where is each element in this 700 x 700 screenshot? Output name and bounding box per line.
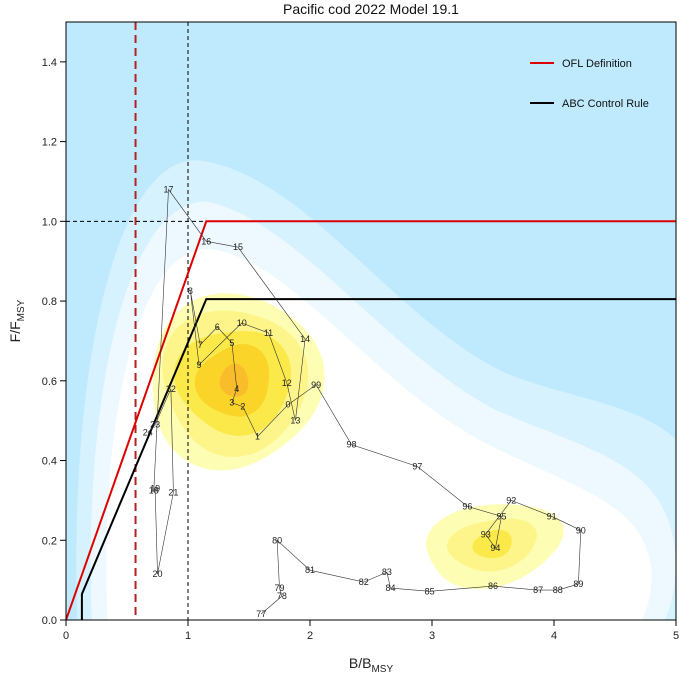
trajectory-point-88: 88 [553, 585, 563, 595]
trajectory-point-1: 1 [255, 432, 260, 442]
x-tick-label-0: 0 [63, 630, 69, 642]
x-axis-title: B/BMSY [349, 655, 394, 675]
trajectory-point-17: 17 [163, 184, 173, 194]
trajectory-point-90: 90 [576, 525, 586, 535]
trajectory-point-12: 12 [282, 378, 292, 388]
trajectory-point-94: 94 [490, 543, 500, 553]
trajectory-point-20: 20 [152, 569, 162, 579]
trajectory-point-21: 21 [168, 487, 178, 497]
axes: 0 1 2 3 4 50.00.20.40.60.81.01.21.4 [42, 57, 679, 642]
density-mode-1-level-5 [219, 363, 249, 397]
trajectory-line [147, 188, 582, 615]
trajectory-point-18: 18 [149, 485, 159, 495]
trajectory-point-83: 83 [382, 567, 392, 577]
x-tick-label-3: 3 [429, 630, 435, 642]
trajectory-point-77: 77 [256, 609, 266, 619]
trajectory-point-23: 23 [150, 420, 160, 430]
y-tick-label-0.6: 0.6 [42, 376, 57, 388]
x-tick-label-5: 5 [673, 630, 679, 642]
y-axis-title-sub: MSY [16, 299, 27, 321]
legend: OFL Definition ABC Control Rule [530, 58, 649, 110]
x-axis-title-sub: MSY [371, 664, 393, 675]
trajectory-point-96: 96 [462, 501, 472, 511]
plot-frame [65, 21, 677, 621]
trajectory-point-84: 84 [385, 583, 395, 593]
trajectory-point-95: 95 [496, 511, 506, 521]
density-contours [66, 22, 676, 620]
trajectory-point-91: 91 [547, 511, 557, 521]
x-tick-label-4: 4 [551, 630, 557, 642]
x-tick-label-2: 2 [307, 630, 313, 642]
legend-abc-label: ABC Control Rule [562, 98, 649, 110]
trajectory-point-0: 0 [285, 400, 290, 410]
trajectory-point-82: 82 [359, 577, 369, 587]
y-tick-label-0: 0.0 [42, 615, 57, 627]
trajectory-point-86: 86 [488, 581, 498, 591]
abc-line [80, 298, 676, 620]
trajectory-point-93: 93 [481, 529, 491, 539]
trajectory-point-99: 99 [311, 380, 321, 390]
trajectory-point-13: 13 [290, 416, 300, 426]
trajectory-point-15: 15 [233, 242, 243, 252]
y-tick-label-1.4: 1.4 [42, 57, 57, 69]
y-tick-label-1: 1.0 [42, 216, 57, 228]
trajectory-point-11: 11 [264, 328, 273, 338]
y-tick-label-1.2: 1.2 [42, 137, 57, 149]
trajectory-point-22: 22 [166, 384, 176, 394]
trajectory-point-79: 79 [274, 583, 284, 593]
trajectory-point-81: 81 [305, 565, 315, 575]
y-tick-label-0.4: 0.4 [42, 456, 57, 468]
y-axis-title: F/FMSY [7, 299, 27, 342]
density-mode-2-level-3 [472, 529, 512, 559]
trajectory-point-85: 85 [425, 586, 435, 596]
trajectory-point-92: 92 [506, 495, 516, 505]
trajectory-point-10: 10 [237, 318, 247, 328]
trajectory-point-16: 16 [201, 236, 211, 246]
y-tick-label-0.2: 0.2 [42, 535, 57, 547]
trajectory-point-87: 87 [533, 585, 543, 595]
ofl-line [66, 220, 676, 620]
trajectory-point-9: 9 [196, 360, 201, 370]
trajectory-point-14: 14 [300, 334, 310, 344]
trajectory-point-7: 7 [198, 340, 203, 350]
trajectory-point-19: 19 [150, 483, 160, 493]
trajectory-point-89: 89 [573, 579, 583, 589]
trajectory-point-2: 2 [240, 402, 245, 412]
x-axis-title-main: B/B [349, 655, 372, 671]
trajectory-point-4: 4 [234, 384, 239, 394]
trajectory-point-24: 24 [143, 428, 153, 438]
trajectory-point-6: 6 [215, 322, 220, 332]
y-tick-label-0.8: 0.8 [42, 296, 57, 308]
harvest-control-rules [66, 220, 676, 620]
trajectory-point-97: 97 [412, 462, 422, 472]
legend-ofl-label: OFL Definition [562, 58, 632, 70]
chart-title: Pacific cod 2022 Model 19.1 [283, 1, 459, 17]
trajectory-point-98: 98 [346, 440, 356, 450]
trajectory-point-80: 80 [272, 535, 282, 545]
trajectory-point-5: 5 [229, 338, 234, 348]
trajectory-point-8: 8 [188, 286, 193, 296]
x-tick-label-1: 1 [185, 630, 191, 642]
trajectory-point-78: 78 [277, 591, 287, 601]
y-axis-title-main: F/F [7, 321, 23, 342]
trajectory-point-3: 3 [229, 398, 234, 408]
